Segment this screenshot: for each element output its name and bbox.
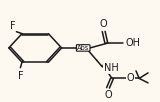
Text: Abs: Abs <box>77 45 89 51</box>
Text: O: O <box>104 90 112 100</box>
Text: NH: NH <box>104 63 119 73</box>
FancyBboxPatch shape <box>76 45 90 51</box>
Text: F: F <box>10 21 15 31</box>
Text: O: O <box>127 73 135 83</box>
Text: F: F <box>18 71 24 81</box>
Text: OH: OH <box>125 38 140 48</box>
Text: O: O <box>100 19 108 29</box>
